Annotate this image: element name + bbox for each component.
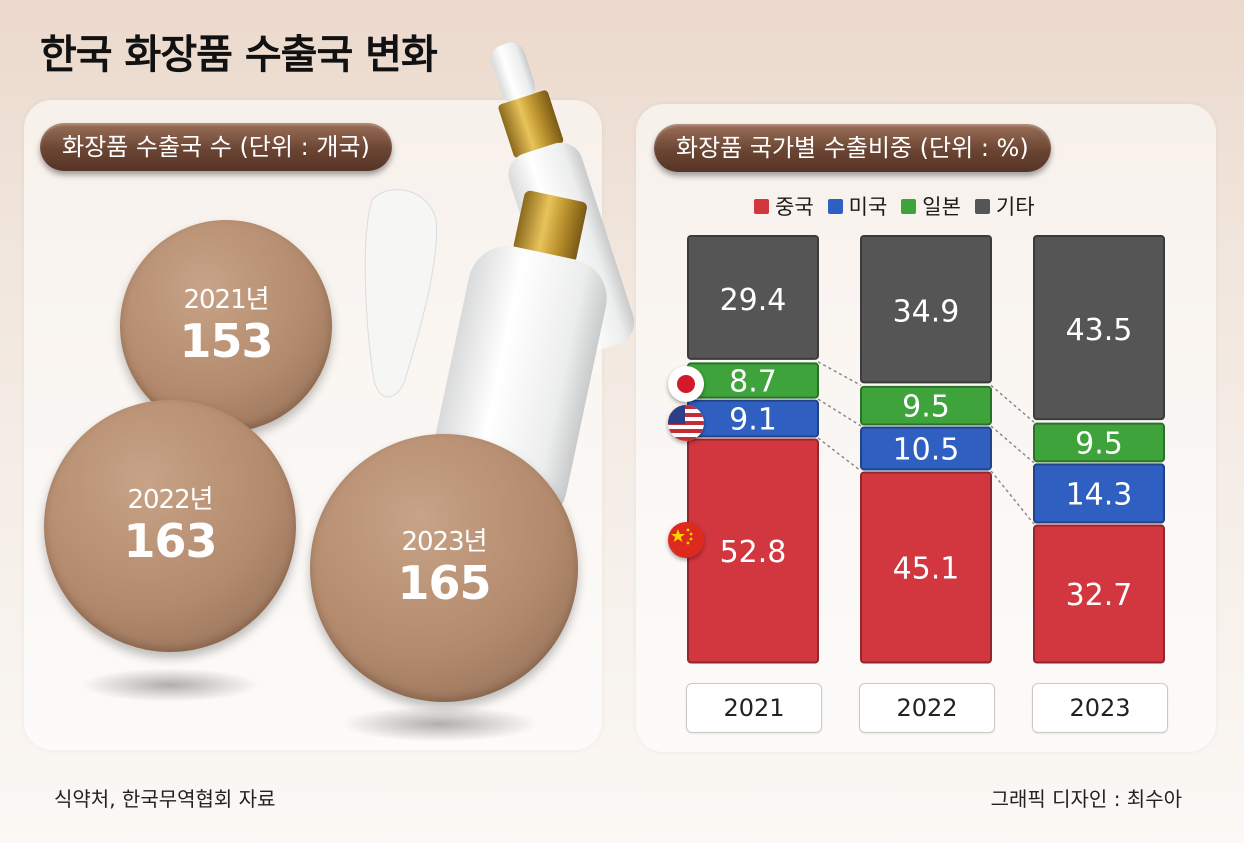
connector-line — [817, 398, 862, 427]
bar-2023-other — [1033, 235, 1165, 421]
connector-line — [817, 437, 862, 472]
bubble-2021: 2021년 153 — [120, 220, 332, 432]
bar-2023-china — [1033, 524, 1165, 664]
legend-swatch — [974, 198, 990, 214]
connector-line — [990, 384, 1035, 423]
legend-label: 기타 — [995, 195, 1035, 219]
bubble-year: 2022년 — [127, 485, 213, 516]
bubble-year: 2021년 — [183, 285, 269, 316]
data-label-2022-japan: 9.5 — [902, 390, 950, 425]
export-count-label: 화장품 수출국 수 (단위 : 개국) — [40, 123, 392, 171]
bubble-2023: 2023년 165 — [310, 434, 578, 702]
year-box-2023: 2023 — [1032, 683, 1168, 733]
data-label-2021-japan: 8.7 — [729, 364, 777, 399]
legend-label: 중국 — [775, 195, 814, 219]
legend-item-china: 중국 — [754, 191, 814, 221]
bar-2022-other — [860, 235, 992, 384]
data-label-2021-china: 52.8 — [720, 535, 787, 570]
data-label-2022-china: 45.1 — [893, 551, 960, 586]
bar-2023-japan — [1033, 422, 1165, 463]
graphic-credit: 그래픽 디자인 : 최수아 — [990, 787, 1182, 811]
bar-2022-japan — [860, 385, 992, 426]
page-title: 한국 화장품 수출국 변화 — [40, 32, 438, 78]
bubble-value: 153 — [179, 314, 273, 369]
bubble-year: 2023년 — [401, 527, 487, 558]
bar-2021-other — [687, 235, 819, 360]
source-note: 식약처, 한국무역협회 자료 — [54, 787, 276, 811]
bar-2023-usa — [1033, 463, 1165, 524]
export-share-label: 화장품 국가별 수출비중 (단위 : %) — [654, 124, 1051, 172]
chart-legend: 중국 미국 일본 기타 — [754, 192, 1035, 220]
bubble-value: 165 — [397, 556, 491, 611]
bar-2022-usa — [860, 426, 992, 471]
usa-flag-icon — [668, 405, 704, 441]
legend-item-japan: 일본 — [901, 191, 961, 221]
data-label-2023-china: 32.7 — [1066, 578, 1133, 613]
connector-line — [990, 425, 1035, 464]
legend-label: 일본 — [922, 195, 961, 219]
legend-swatch — [827, 198, 843, 214]
year-box-2022: 2022 — [859, 683, 995, 733]
legend-swatch — [754, 198, 769, 214]
connector-line — [990, 470, 1035, 525]
connector-line — [817, 361, 862, 387]
legend-item-usa: 미국 — [827, 191, 888, 221]
legend-label: 미국 — [848, 195, 888, 219]
data-label-2021-usa: 9.1 — [729, 403, 777, 438]
data-label-2021-other: 29.4 — [720, 283, 787, 318]
data-label-2023-japan: 9.5 — [1075, 427, 1123, 462]
data-label-2022-other: 34.9 — [893, 295, 960, 330]
japan-flag-icon — [668, 366, 704, 402]
data-label-2022-usa: 10.5 — [893, 433, 960, 468]
legend-item-other: 기타 — [974, 191, 1035, 221]
china-flag-icon — [668, 522, 704, 558]
data-label-2023-other: 43.5 — [1066, 313, 1133, 348]
bar-2022-china — [860, 471, 992, 664]
legend-swatch — [901, 198, 917, 214]
data-label-2023-usa: 14.3 — [1066, 477, 1133, 512]
year-box-2021: 2021 — [686, 683, 822, 733]
bubble-2022: 2022년 163 — [44, 400, 296, 652]
bubble-value: 163 — [123, 514, 217, 569]
